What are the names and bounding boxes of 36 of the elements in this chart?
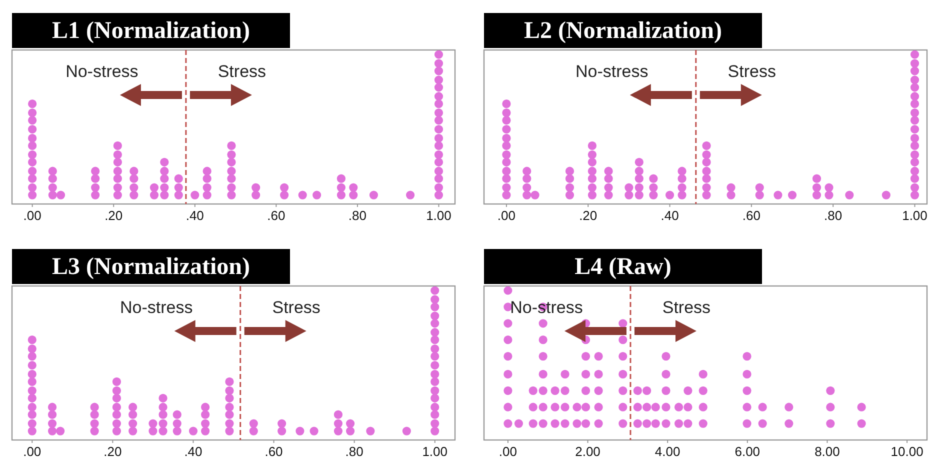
x-tick-label: .40 [184, 444, 202, 459]
x-tick-label: .00 [497, 208, 516, 223]
x-tick-label: .40 [660, 208, 679, 223]
x-tick-label: 1.00 [426, 208, 452, 223]
chart-title: L1 (Normalization) [52, 18, 250, 44]
x-tick-label: 1.00 [902, 208, 928, 223]
annotation: Stress [272, 298, 320, 317]
x-tick-label: .60 [267, 208, 286, 223]
x-tick-label: 1.00 [422, 444, 448, 459]
annotation: No-stress [576, 62, 648, 81]
chart-title: L4 (Raw) [574, 254, 672, 280]
x-tick-label: 2.00 [575, 444, 600, 459]
annotation: Stress [662, 298, 711, 317]
x-tick-label: 6.00 [734, 444, 760, 459]
chart-title: L3 (Normalization) [52, 254, 250, 280]
x-tick-label: .80 [345, 444, 364, 459]
x-tick-label: .00 [23, 444, 42, 459]
x-tick-label: .80 [348, 208, 366, 223]
x-tick-label: .80 [824, 208, 842, 223]
annotation: Stress [728, 62, 776, 81]
x-tick-label: .20 [104, 208, 123, 223]
annotation: Stress [218, 62, 266, 81]
x-tick-label: .00 [23, 208, 42, 223]
annotation: No-stress [66, 62, 138, 81]
x-tick-label: 8.00 [814, 444, 840, 459]
x-tick-label: .40 [186, 208, 204, 223]
x-tick-label: 10.00 [890, 444, 924, 459]
x-tick-label: .20 [579, 208, 598, 223]
x-tick-label: .00 [498, 444, 517, 459]
x-tick-label: .20 [104, 444, 122, 459]
annotation: No-stress [510, 298, 583, 317]
chart-title: L2 (Normalization) [524, 18, 722, 44]
x-tick-label: .60 [264, 444, 283, 459]
x-tick-label: .60 [742, 208, 760, 223]
annotation: No-stress [120, 298, 193, 317]
x-tick-label: 4.00 [654, 444, 680, 459]
